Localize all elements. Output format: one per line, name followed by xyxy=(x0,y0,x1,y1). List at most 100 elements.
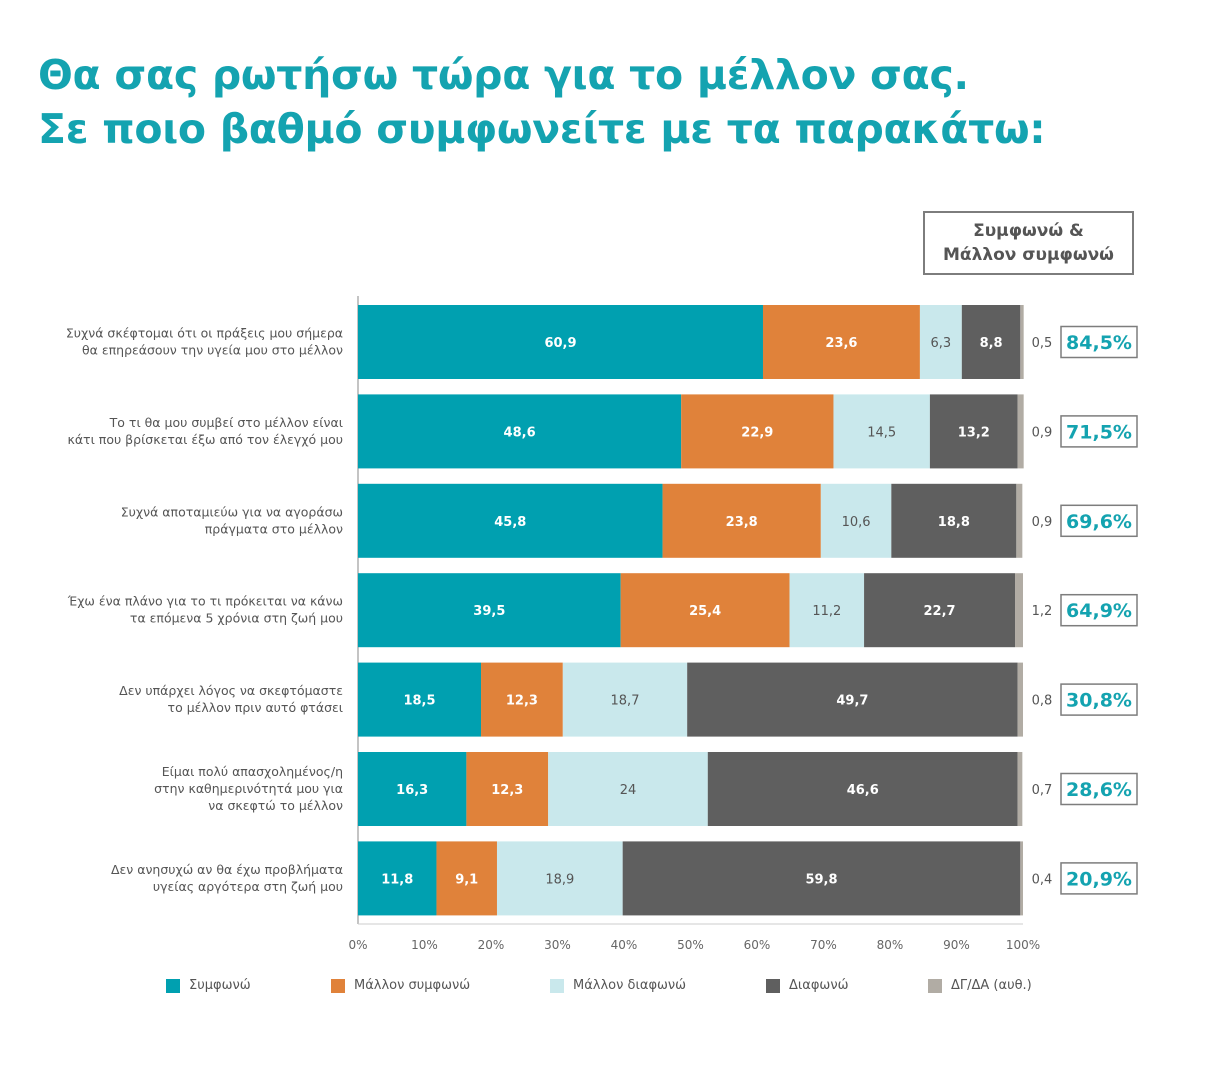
bar-segment xyxy=(622,841,1021,916)
data-label: 59,8 xyxy=(805,872,837,887)
data-label: 6,3 xyxy=(931,336,952,351)
legend-item: ΔΓ/ΔΑ (αυθ.) xyxy=(928,978,1032,993)
category-label: κάτι που βρίσκεται έξω από τον έλεγχό μο… xyxy=(67,432,343,447)
category-label: Συχνά αποταμιεύω για να αγοράσω xyxy=(121,504,343,519)
bar-segment xyxy=(707,752,1018,826)
category-label: Συχνά σκέφτομαι ότι οι πράξεις μου σήμερ… xyxy=(66,326,343,341)
data-label-dk-na: 0,9 xyxy=(1032,515,1053,530)
bar-segment xyxy=(662,483,821,558)
summary-box xyxy=(1060,325,1138,359)
data-label: 49,7 xyxy=(836,694,868,709)
bar-segment xyxy=(358,752,467,826)
data-label: 11,8 xyxy=(381,872,413,887)
data-label: 48,6 xyxy=(504,425,536,440)
data-label: 12,3 xyxy=(491,783,523,798)
data-label: 46,6 xyxy=(847,783,879,798)
summary-value: 20,9% xyxy=(1066,868,1132,890)
legend-swatch xyxy=(550,978,564,993)
data-label: 18,5 xyxy=(403,694,435,709)
x-tick-label: 50% xyxy=(677,938,704,952)
data-label: 18,8 xyxy=(938,515,970,530)
bar-segment xyxy=(891,483,1017,558)
summary-box xyxy=(1060,772,1138,806)
bar-segment xyxy=(358,662,482,737)
data-label: 24 xyxy=(620,783,637,798)
chart-title-line-1: Θα σας ρωτήσω τώρα για το μέλλον σας. xyxy=(38,51,969,99)
chart-title-line-2: Σε ποιο βαθμό συμφωνείτε με τα παρακάτω: xyxy=(38,105,1046,153)
bar-segment xyxy=(548,752,708,826)
data-label-dk-na: 0,7 xyxy=(1032,783,1053,798)
legend-label: Διαφωνώ xyxy=(789,978,849,993)
x-tick-label: 0% xyxy=(348,938,367,952)
data-label-dk-na: 0,5 xyxy=(1032,336,1053,351)
bar-segment xyxy=(919,305,962,379)
bar-segment xyxy=(620,573,790,648)
bar-segment xyxy=(833,394,930,469)
bar-segment xyxy=(436,841,497,916)
bar-segment xyxy=(929,394,1018,469)
x-tick-label: 90% xyxy=(943,938,970,952)
data-label: 23,6 xyxy=(825,336,857,351)
summary-value: 64,9% xyxy=(1066,600,1132,622)
data-label: 10,6 xyxy=(842,515,871,530)
chart-title: Θα σας ρωτήσω τώρα για το μέλλον σας. Σε… xyxy=(38,48,1046,156)
bar-segment xyxy=(1020,305,1024,379)
legend-item: Συμφωνώ xyxy=(166,978,251,993)
x-tick-label: 20% xyxy=(478,938,505,952)
bar-segment xyxy=(1017,662,1023,737)
bar-segment xyxy=(961,305,1021,379)
summary-box xyxy=(1060,593,1138,627)
legend-label: Συμφωνώ xyxy=(189,978,251,993)
legend-label: Μάλλον συμφωνώ xyxy=(354,978,471,993)
category-label: Δεν ανησυχώ αν θα έχω προβλήματα xyxy=(111,862,343,877)
summary-value: 28,6% xyxy=(1066,779,1132,801)
bar-segment xyxy=(481,662,563,737)
data-label: 8,8 xyxy=(980,336,1003,351)
summary-box xyxy=(1060,504,1138,538)
category-label: τα επόμενα 5 χρόνια στη ζωή μου xyxy=(130,611,343,626)
legend-item: Διαφωνώ xyxy=(766,978,848,993)
data-label: 60,9 xyxy=(544,336,576,351)
bar-segment xyxy=(762,305,920,379)
category-label: να σκεφτώ το μέλλον xyxy=(208,798,343,813)
bar-segment xyxy=(496,841,623,916)
summary-column-header: Συμφωνώ & Μάλλον συμφωνώ xyxy=(923,211,1134,275)
bar-segment xyxy=(358,394,682,469)
legend-swatch xyxy=(928,978,942,993)
bar-segment xyxy=(687,662,1018,737)
category-label: υγείας αργότερα στη ζωή μου xyxy=(153,879,343,894)
data-label: 14,5 xyxy=(867,425,896,440)
bar-segment xyxy=(1020,841,1023,916)
bar-segment xyxy=(820,483,892,558)
chart-legend: Συμφωνώ Μάλλον συμφωνώ Μάλλον διαφωνώ Διαφω… xyxy=(0,978,1206,1000)
summary-box xyxy=(1060,862,1138,895)
data-label: 22,9 xyxy=(741,425,773,440)
data-label: 18,7 xyxy=(611,694,640,709)
summary-value: 84,5% xyxy=(1066,332,1132,354)
bar-segment xyxy=(358,483,663,558)
legend-label: Μάλλον διαφωνώ xyxy=(573,978,687,993)
bar-segment xyxy=(789,573,865,648)
x-tick-label: 60% xyxy=(744,938,771,952)
data-label: 18,9 xyxy=(545,872,574,887)
bar-segment xyxy=(1015,573,1023,648)
legend-item: Μάλλον διαφωνώ xyxy=(550,978,686,993)
data-label: 23,8 xyxy=(726,515,758,530)
data-label: 13,2 xyxy=(958,425,990,440)
data-label: 11,2 xyxy=(812,604,841,619)
bar-segment xyxy=(466,752,549,826)
category-label: θα επηρεάσουν την υγεία μου στο μέλλον xyxy=(82,343,343,358)
bar-segment xyxy=(1017,752,1023,826)
category-label: Είμαι πολύ απασχολημένος/η xyxy=(162,764,343,779)
data-label-dk-na: 0,9 xyxy=(1032,425,1053,440)
bar-segment xyxy=(358,841,437,916)
bar-segment xyxy=(358,305,763,379)
data-label: 45,8 xyxy=(494,515,526,530)
summary-value: 30,8% xyxy=(1066,690,1132,712)
x-tick-label: 70% xyxy=(810,938,837,952)
data-label: 12,3 xyxy=(506,694,538,709)
bar-segment xyxy=(681,394,834,469)
legend-swatch xyxy=(331,978,345,993)
category-label: Το τι θα μου συμβεί στο μέλλον είναι xyxy=(109,415,343,430)
